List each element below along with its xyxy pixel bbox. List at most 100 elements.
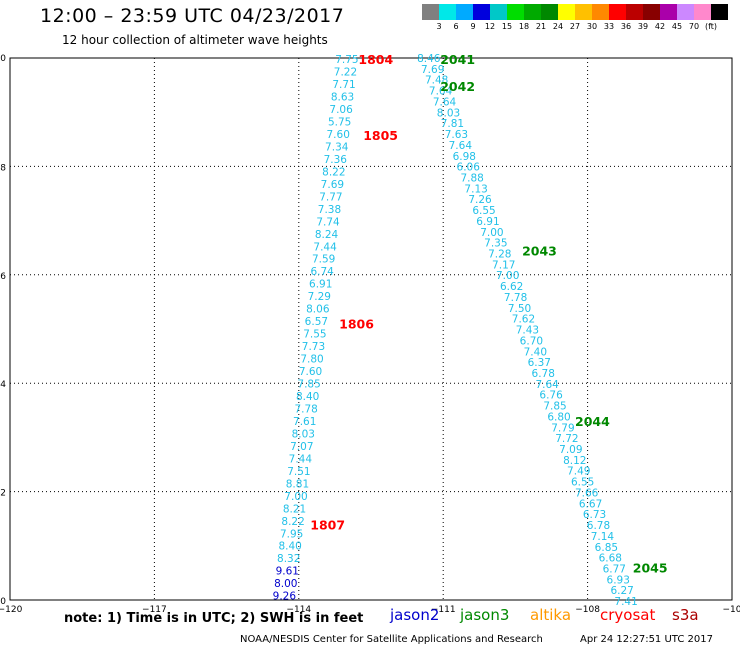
pass-time-label: 2044 [575,414,610,429]
wave-height-value: 5.75 [328,116,351,128]
wave-height-value: 7.49 [567,466,590,478]
wave-height-value: 7.72 [555,433,578,445]
wave-height-value: 7.50 [508,303,531,315]
wave-height-value: 8.06 [306,304,330,316]
wave-height-value: 6.55 [472,205,495,217]
legend-swatch [456,4,473,20]
wave-height-value: 6.93 [607,574,630,586]
wave-height-value: 7.09 [559,444,582,456]
wave-height-value: 7.60 [299,366,322,378]
wave-height-value: 8.12 [563,455,586,467]
wave-height-value: 6.78 [587,520,610,532]
wave-height-value: 7.00 [496,270,519,282]
legend-swatch [592,4,609,20]
legend-swatch [490,4,507,20]
wave-height-value: 7.34 [325,141,349,153]
legend-tick-label: 24 [552,22,564,31]
wave-height-value: 7.79 [551,422,574,434]
wave-height-value: 7.00 [284,491,307,503]
wave-height-value: 8.03 [292,428,315,440]
legend-swatch [524,4,541,20]
mission-label-jason2: jason2 [390,606,440,624]
wave-height-value: 7.26 [468,194,492,206]
wave-height-value: 8.03 [437,107,460,119]
wave-height-value: 7.64 [535,379,559,391]
legend-tick-label: 12 [484,22,496,31]
page-title: 12:00 – 23:59 UTC 04/23/2017 [40,5,345,27]
wave-height-value: 7.64 [433,96,457,108]
wave-height-value: 8.63 [331,92,354,104]
wave-height-value: 8.21 [283,503,306,515]
legend-tick-label: 27 [569,22,581,31]
legend-tick-label: 3 [436,22,442,31]
wave-height-value: 7.80 [300,354,323,366]
wave-height-value: 6.68 [599,553,622,565]
wave-height-value: 6.77 [603,563,626,575]
wave-height-value: 7.73 [302,341,325,353]
page-subtitle: 12 hour collection of altimeter wave hei… [62,33,328,47]
wave-height-value: 7.64 [449,140,473,152]
wave-height-value: 7.29 [308,291,331,303]
wave-height-value: 7.55 [303,329,326,341]
legend-tick-label: 33 [603,22,615,31]
wave-height-value: 7.36 [324,154,348,166]
wave-height-value: 7.95 [280,528,303,540]
wave-height-value: 6.62 [500,281,523,293]
legend-tick-label: 70 [688,22,700,31]
legend-swatch [507,4,524,20]
pass-time-label: 1805 [363,128,398,143]
wave-height-value: 7.64 [429,86,453,98]
wave-height-value: 7.48 [425,75,448,87]
wave-height-value: 6.85 [595,542,618,554]
wave-height-value: 6.67 [579,498,602,510]
x-tick-label: −117 [142,605,167,615]
y-tick-label: 6 [0,272,6,282]
x-tick-label: −120 [0,605,23,615]
legend-tick-label: 18 [518,22,530,31]
wave-height-value: 6.06 [457,162,481,174]
wave-height-value: 8.32 [277,553,300,565]
y-tick-label: 0 [0,597,6,607]
wave-height-value: 7.85 [543,401,566,413]
legend-swatch [660,4,677,20]
wave-height-value: 7.44 [289,453,313,465]
wave-height-value: 6.70 [520,335,543,347]
wave-height-value: 7.69 [421,64,444,76]
wave-height-value: 7.00 [480,227,503,239]
legend-swatch [694,4,711,20]
legend-swatch [558,4,575,20]
wave-height-value: 8.40 [278,541,301,553]
wave-height-value: 6.37 [528,357,551,369]
wave-height-value: 7.62 [512,314,535,326]
legend-swatch [541,4,558,20]
wave-height-value: 7.40 [524,346,547,358]
wave-height-value: 6.80 [547,411,570,423]
pass-time-label: 1806 [339,317,374,332]
wave-height-value: 6.55 [571,477,594,489]
legend-tick-label: 42 [654,22,666,31]
legend-tick-label: (ft) [704,22,718,31]
wave-height-value: 7.88 [460,172,483,184]
wave-height-value: 8.22 [322,166,345,178]
plot-frame [9,57,733,601]
pass-time-label: 2041 [440,52,475,67]
legend-tick-label: 30 [586,22,598,31]
wave-height-value: 9.61 [276,566,299,578]
wave-height-value: 7.85 [297,379,320,391]
wave-height-value: 7.61 [293,416,316,428]
units-note: note: 1) Time is in UTC; 2) SWH is in fe… [64,611,364,626]
wave-height-value: 8.40 [296,391,319,403]
pass-time-label: 2043 [522,243,557,258]
wave-height-value: 6.91 [476,216,499,228]
wave-height-value: 6.57 [305,316,328,328]
legend-tick-label: 36 [620,22,632,31]
credit-text: NOAA/NESDIS Center for Satellite Applica… [240,634,543,645]
wave-height-value: 7.13 [464,183,487,195]
wave-height-value: 7.81 [441,118,464,130]
y-tick-label: 2 [0,489,6,499]
wave-height-value: 7.60 [327,129,350,141]
wave-height-value: 8.22 [281,516,304,528]
x-tick-label: −114 [286,605,311,615]
wave-height-value: 7.17 [492,259,515,271]
